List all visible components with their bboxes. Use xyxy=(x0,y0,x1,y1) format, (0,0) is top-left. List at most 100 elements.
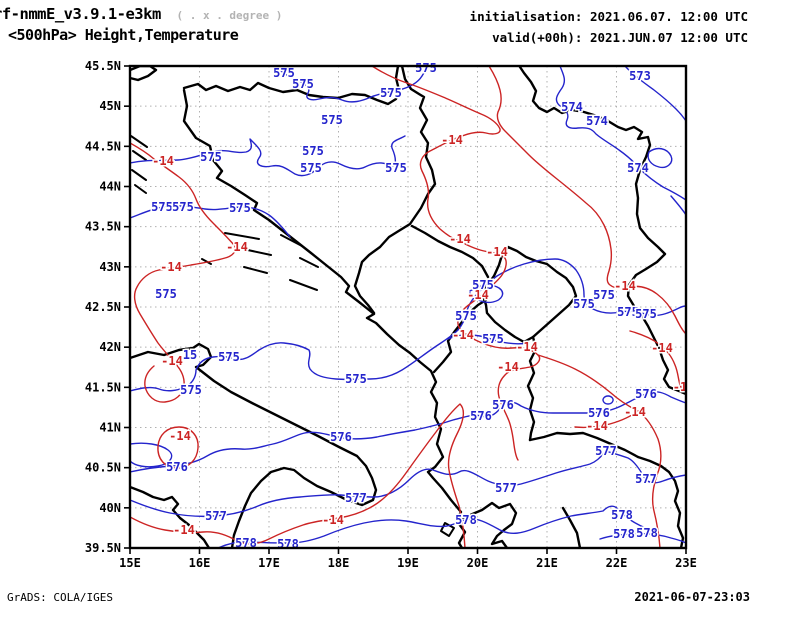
temp-contour-14-west xyxy=(130,142,237,403)
y-axis-label: 40.5N xyxy=(85,461,121,475)
valid-time: valid(+00h): 2021.JUN.07 12:00 UTC xyxy=(492,30,748,45)
temperature-contour-label: -14 xyxy=(497,360,519,374)
temperature-contour-label: -14 xyxy=(160,260,182,274)
height-contour-label: 576 xyxy=(166,460,188,474)
y-axis-label: 43N xyxy=(99,260,121,274)
height-contour-label: 575 xyxy=(302,144,324,158)
height-contour-577 xyxy=(130,450,686,518)
height-contour-label: 576 xyxy=(492,398,514,412)
height-contour-label: 575 xyxy=(273,66,295,80)
border-montenegro-albania xyxy=(432,298,488,374)
height-contour-label: 575 xyxy=(345,372,367,386)
border-serbia-west xyxy=(410,224,490,279)
temperature-contour-label: -14 xyxy=(161,354,183,368)
height-contour-574 xyxy=(555,66,686,201)
coastline-topleft xyxy=(130,66,158,82)
height-contour-label: 575 xyxy=(300,161,322,175)
coastline-adriatic-east xyxy=(182,88,467,548)
island-corfu xyxy=(440,522,455,537)
height-contour-577-loop xyxy=(130,442,173,468)
coastline-italy-tyrrhenian xyxy=(130,485,211,548)
height-contours xyxy=(130,66,686,548)
height-contour-574-loop xyxy=(647,147,673,169)
x-axis-label: 16E xyxy=(189,556,211,570)
y-axis-label: 44N xyxy=(99,179,121,193)
level-title: <500hPa> Height,Temperature xyxy=(8,26,239,44)
height-contour-label: 575 xyxy=(229,201,251,215)
y-axis-label: 45N xyxy=(99,99,121,113)
temperature-contour-label: -14 xyxy=(452,328,474,342)
temp-contour-14-southeast xyxy=(637,410,662,548)
x-axis-label: 21E xyxy=(536,556,558,570)
temp-contour-14-west-loop xyxy=(157,426,199,469)
temperature-contour-label: -14 xyxy=(651,341,673,355)
axis: 15E 16E 17E 18E 19E 20E 21E 22E 23E 45.5N 45N 44.5N… xyxy=(85,59,697,570)
height-contour-label: 578 xyxy=(455,513,477,527)
height-contour-label: 575 xyxy=(151,200,173,214)
x-axis-label: 18E xyxy=(328,556,350,570)
height-contour-label: 575 xyxy=(482,332,504,346)
border-greece-piece xyxy=(561,506,582,548)
height-contour-575-coast xyxy=(130,205,291,238)
y-axis-label: 42.5N xyxy=(85,300,121,314)
height-contour-label: 575 xyxy=(180,383,202,397)
coastline-italy-adriatic xyxy=(130,342,378,548)
temperature-contour-label: -14 xyxy=(152,154,174,168)
y-axis-label: 44.5N xyxy=(85,139,121,153)
y-axis-label: 41.5N xyxy=(85,380,121,394)
border-kosovo xyxy=(481,245,578,344)
height-contour-label: 575 xyxy=(455,309,477,323)
temperature-contours xyxy=(130,66,686,548)
temp-contour-14-east-branch xyxy=(537,354,639,429)
height-contour-label: 576 xyxy=(635,387,657,401)
height-contour-575-stub xyxy=(447,334,529,345)
height-contour-label: 578 xyxy=(613,527,635,541)
height-contour-label: 576 xyxy=(330,430,352,444)
height-contour-label: 575 xyxy=(573,297,595,311)
model-title: rf-nmmE_v3.9.1-e3km xyxy=(0,5,161,23)
height-contour-576-ring xyxy=(602,395,614,405)
height-contour-label: 577 xyxy=(635,472,657,486)
height-contour-label: 575 xyxy=(172,200,194,214)
y-axis-label: 45.5N xyxy=(85,59,121,73)
height-contour-label: 575 xyxy=(321,113,343,127)
temperature-contour-label: -14 xyxy=(226,240,248,254)
height-contour-label: 578 xyxy=(611,508,633,522)
height-contour-578 xyxy=(217,505,659,548)
temp-contour-14-south xyxy=(130,403,466,548)
border-sava-drina xyxy=(182,66,437,315)
height-contour-label: 574 xyxy=(627,161,649,175)
temp-contour-14-east-edge xyxy=(629,330,686,393)
height-contour-label: 575 xyxy=(593,288,615,302)
height-contour-label: 577 xyxy=(205,509,227,523)
y-axis-label: 40N xyxy=(99,501,121,515)
border-bulgaria-greece xyxy=(636,455,685,548)
height-contour-label: 577 xyxy=(345,491,367,505)
height-contour-label: 578 xyxy=(636,526,658,540)
temperature-contour-label: -14 xyxy=(486,245,508,259)
x-axis-label: 19E xyxy=(397,556,419,570)
height-contour-label: 575 xyxy=(635,307,657,321)
height-contour-573 xyxy=(624,66,686,122)
height-contour-label: 574 xyxy=(586,114,608,128)
temperature-contour-label: -14 xyxy=(449,232,471,246)
height-contour-575-kosovo-loop xyxy=(469,284,504,304)
height-contour-label: 575 xyxy=(617,305,639,319)
header-times: initialisation: 2021.06.07. 12:00 UTC va… xyxy=(470,6,748,48)
height-contour-578-east xyxy=(599,533,686,544)
y-axis-label: 42N xyxy=(99,340,121,354)
header-line1: rf-nmmE_v3.9.1-e3km ( . x . degree ) xyxy=(0,4,282,23)
x-axis-label: 22E xyxy=(606,556,628,570)
x-axis-label: 20E xyxy=(467,556,489,570)
temperature-contour-label: -14 xyxy=(516,340,538,354)
y-axis-label: 39.5N xyxy=(85,541,121,555)
initialisation-time: initialisation: 2021.06.07. 12:00 UTC xyxy=(469,9,748,24)
border-danube-east xyxy=(517,66,686,396)
x-axis-label: 15E xyxy=(119,556,141,570)
height-contour-575-north xyxy=(276,66,429,103)
temperature-contour-label: -14 xyxy=(467,288,489,302)
height-contour-label: 15 xyxy=(183,348,197,362)
